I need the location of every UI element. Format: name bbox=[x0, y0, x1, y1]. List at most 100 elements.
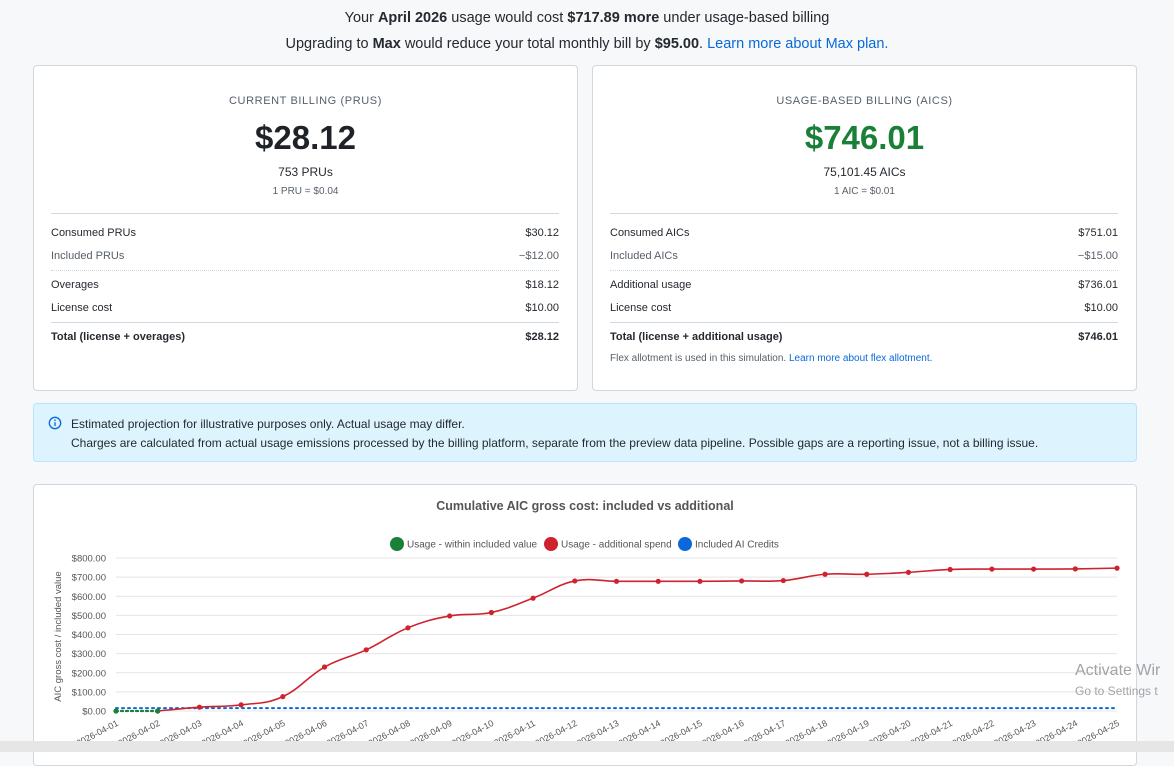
overages-row: Overages $18.12 bbox=[51, 279, 559, 299]
total-row: Total (license + additional usage) $746.0… bbox=[610, 331, 1118, 351]
activation-watermark-title: Activate Wir bbox=[1075, 662, 1161, 679]
y-tick-label: $100.00 bbox=[72, 687, 106, 698]
summary-month: April 2026 bbox=[377, 10, 448, 26]
divider bbox=[610, 213, 1118, 214]
included-aics-row: Included AICs −$15.00 bbox=[610, 250, 1118, 270]
y-axis-label: AIC gross cost / included value bbox=[53, 571, 64, 701]
cumulative-cost-chart: Cumulative AIC gross cost: included vs a… bbox=[53, 499, 1121, 748]
data-point-additional-spend bbox=[697, 578, 703, 584]
row-label: Total (license + additional usage) bbox=[610, 331, 783, 343]
projection-info-banner: Estimated projection for illustrative pu… bbox=[33, 403, 1137, 462]
legend-label: Included AI Credits bbox=[695, 540, 779, 551]
horizontal-scrollbar[interactable] bbox=[0, 741, 1174, 752]
current-billing-card: CURRENT BILLING (PRUS) $28.12 753 PRUs 1… bbox=[33, 65, 578, 391]
row-value: $30.12 bbox=[525, 227, 559, 239]
usage-billing-title: USAGE-BASED BILLING (AICS) bbox=[776, 95, 953, 107]
row-label: Overages bbox=[51, 279, 99, 291]
divider bbox=[51, 270, 559, 271]
upgrade-prefix: Upgrading to bbox=[285, 36, 373, 52]
upgrade-savings: $95.00 bbox=[654, 36, 700, 52]
data-point-additional-spend bbox=[947, 566, 953, 573]
legend-marker bbox=[678, 537, 692, 551]
divider bbox=[610, 270, 1118, 271]
current-billing-units: 753 PRUs bbox=[278, 165, 333, 179]
y-tick-label: $500.00 bbox=[72, 611, 106, 622]
legend-label: Usage - additional spend bbox=[561, 540, 672, 551]
row-label: Total (license + overages) bbox=[51, 331, 185, 343]
row-label: License cost bbox=[610, 302, 672, 314]
y-tick-label: $600.00 bbox=[72, 592, 106, 603]
data-point-additional-spend bbox=[1114, 565, 1120, 571]
info-line-2: Charges are calculated from actual usage… bbox=[71, 436, 1039, 450]
consumed-aics-row: Consumed AICs $751.01 bbox=[610, 227, 1118, 247]
info-icon bbox=[48, 416, 62, 430]
row-value: $18.12 bbox=[525, 279, 559, 291]
divider bbox=[610, 322, 1118, 323]
series-line-additional-spend bbox=[157, 567, 1118, 712]
row-value: $28.12 bbox=[525, 331, 559, 343]
row-value: $746.01 bbox=[1078, 331, 1118, 343]
data-point-additional-spend bbox=[989, 566, 995, 572]
legend-marker bbox=[390, 537, 404, 551]
data-point-additional-spend bbox=[739, 578, 745, 584]
data-point-additional-spend bbox=[530, 595, 536, 601]
data-point-additional-spend bbox=[363, 647, 369, 653]
license-cost-row: License cost $10.00 bbox=[51, 302, 559, 322]
data-point-additional-spend bbox=[864, 571, 870, 577]
summary-line-1: Your April 2026 usage would cost $717.89… bbox=[0, 10, 1174, 26]
data-point-additional-spend bbox=[1030, 566, 1037, 572]
current-billing-amount: $28.12 bbox=[255, 119, 356, 156]
license-cost-row: License cost $10.00 bbox=[610, 302, 1118, 322]
row-label: Included AICs bbox=[610, 250, 678, 262]
data-point-within-included bbox=[113, 708, 119, 714]
flex-allotment-link[interactable]: Learn more about flex allotment. bbox=[788, 353, 933, 364]
data-point-additional-spend bbox=[780, 577, 786, 584]
data-point-additional-spend bbox=[822, 571, 828, 577]
row-label: Included PRUs bbox=[51, 250, 125, 262]
row-value: $10.00 bbox=[1084, 302, 1118, 314]
activation-watermark-sub: Go to Settings t bbox=[1075, 684, 1158, 698]
info-line-1: Estimated projection for illustrative pu… bbox=[71, 417, 465, 431]
row-label: License cost bbox=[51, 302, 113, 314]
upgrade-mid: would reduce your total monthly bill by bbox=[400, 36, 655, 52]
data-point-additional-spend bbox=[655, 578, 661, 584]
data-point-additional-spend bbox=[572, 578, 578, 584]
usage-billing-rate: 1 AIC = $0.01 bbox=[834, 186, 895, 197]
y-tick-label: $700.00 bbox=[72, 573, 106, 584]
data-point-additional-spend bbox=[405, 625, 411, 631]
total-row: Total (license + overages) $28.12 bbox=[51, 331, 559, 351]
usage-billing-amount: $746.01 bbox=[804, 119, 925, 156]
row-label: Additional usage bbox=[610, 279, 692, 291]
usage-billing-card: USAGE-BASED BILLING (AICS) $746.01 75,10… bbox=[592, 65, 1137, 391]
data-point-additional-spend bbox=[1072, 566, 1078, 572]
summary-extra-cost: $717.89 more bbox=[567, 10, 660, 26]
divider bbox=[51, 322, 559, 323]
row-label: Consumed AICs bbox=[610, 227, 690, 239]
data-point-additional-spend bbox=[196, 704, 203, 710]
flex-note-text: Flex allotment is used in this simulatio… bbox=[610, 353, 789, 364]
y-tick-label: $800.00 bbox=[72, 554, 106, 565]
consumed-prus-row: Consumed PRUs $30.12 bbox=[51, 227, 559, 247]
included-prus-row: Included PRUs −$12.00 bbox=[51, 250, 559, 270]
y-tick-label: $0.00 bbox=[82, 707, 106, 718]
data-point-additional-spend bbox=[321, 664, 328, 670]
legend-marker bbox=[544, 537, 558, 551]
chart-title: Cumulative AIC gross cost: included vs a… bbox=[436, 499, 734, 513]
y-tick-label: $200.00 bbox=[72, 668, 106, 679]
row-label: Consumed PRUs bbox=[51, 227, 136, 239]
row-value: $736.01 bbox=[1078, 279, 1118, 291]
usage-billing-units: 75,101.45 AICs bbox=[823, 165, 906, 179]
max-plan-link[interactable]: Learn more about Max plan. bbox=[707, 36, 889, 52]
data-point-additional-spend bbox=[447, 613, 453, 619]
summary-prefix: Your bbox=[344, 10, 378, 26]
row-value: −$15.00 bbox=[1077, 250, 1118, 262]
current-billing-rate: 1 PRU = $0.04 bbox=[272, 186, 339, 197]
row-value: $10.00 bbox=[525, 302, 559, 314]
data-point-within-included bbox=[155, 708, 161, 714]
row-value: $751.01 bbox=[1078, 227, 1118, 239]
divider bbox=[51, 213, 559, 214]
y-tick-label: $400.00 bbox=[72, 630, 106, 641]
y-tick-label: $300.00 bbox=[72, 649, 106, 660]
data-point-additional-spend bbox=[613, 578, 620, 584]
summary-suffix: under usage-based billing bbox=[659, 10, 830, 26]
